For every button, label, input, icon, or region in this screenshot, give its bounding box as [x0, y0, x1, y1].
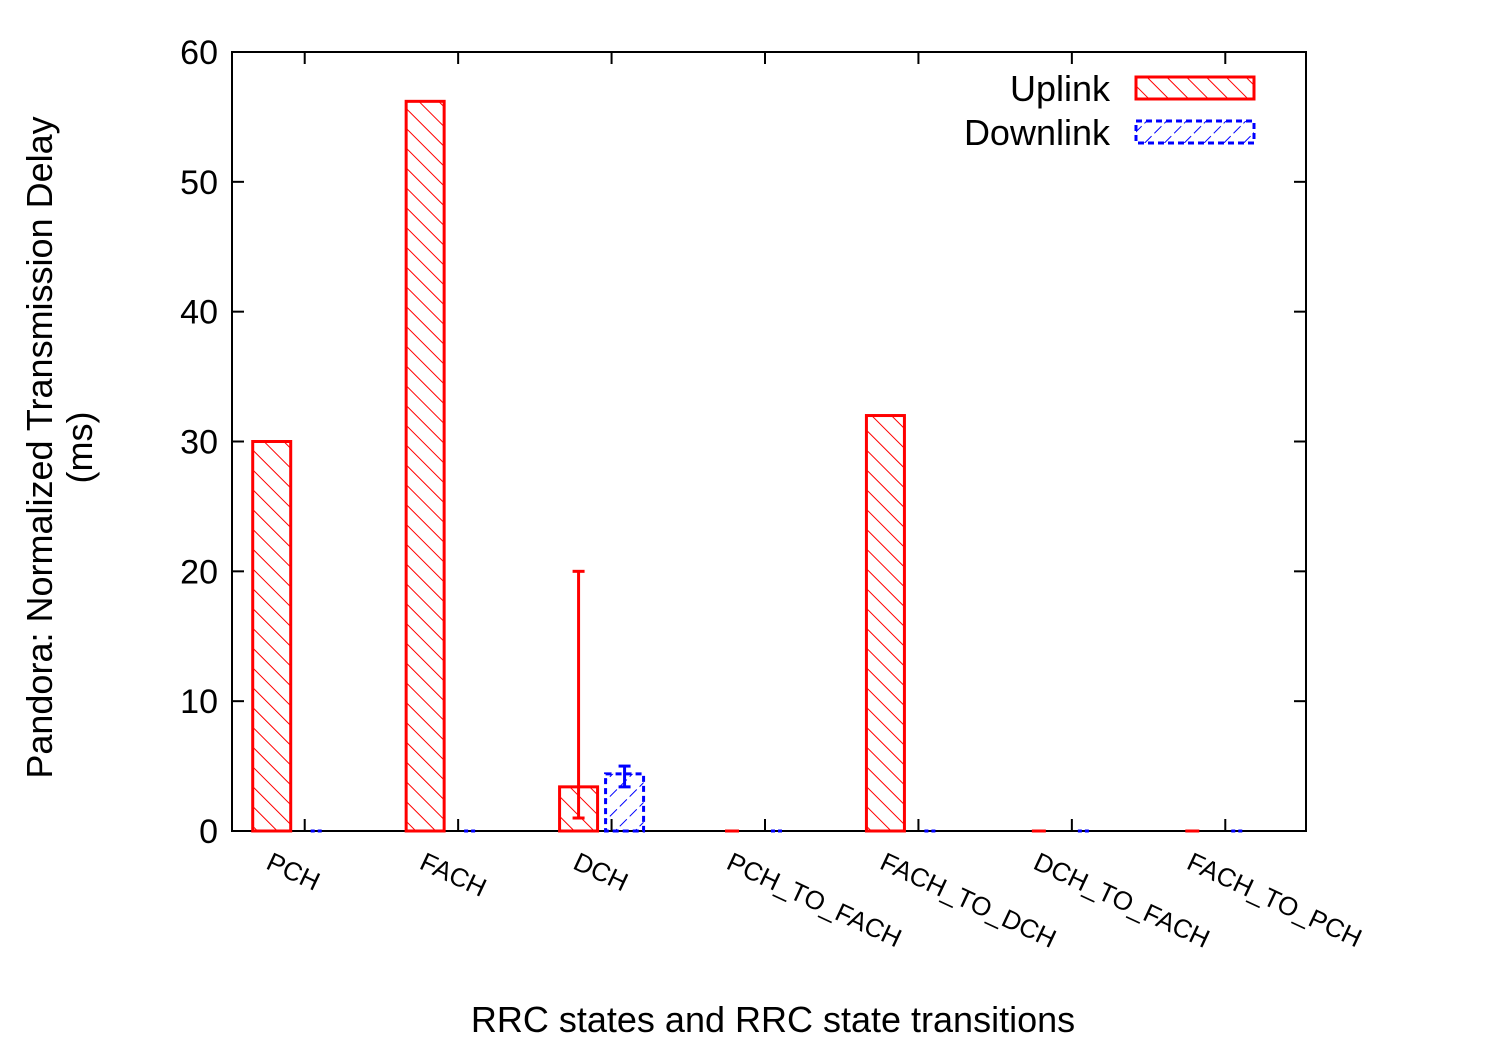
bar-uplink: [251, 440, 293, 833]
x-category-label: FACH_TO_PCH: [1183, 846, 1367, 953]
legend-swatch-uplink: [1134, 75, 1256, 101]
y-tick-label: 10: [180, 683, 218, 721]
x-category-label: FACH_TO_DCH: [876, 846, 1061, 954]
bar-uplink: [404, 99, 446, 833]
plot-frame: [231, 51, 1307, 832]
axes: [231, 51, 1307, 832]
y-axis-title-line: Pandora: Normalized Transmission Delay: [19, 116, 60, 778]
y-tick-label: 40: [180, 294, 218, 332]
y-axis-title: Pandora: Normalized Transmission Delay(m…: [19, 116, 100, 778]
y-tick-label: 50: [180, 164, 218, 202]
y-tick-label: 20: [180, 553, 218, 591]
bars: [251, 99, 1246, 833]
y-tick-label: 0: [199, 813, 218, 851]
x-category-label: DCH: [569, 846, 633, 897]
x-category-label: FACH: [416, 846, 492, 902]
legend-label-uplink: Uplink: [1010, 68, 1111, 109]
legend-label-downlink: Downlink: [964, 112, 1111, 153]
x-category-label: DCH_TO_FACH: [1029, 846, 1214, 954]
bar-uplink: [864, 414, 906, 833]
legend-swatch-downlink: [1134, 119, 1256, 145]
y-axis-title-line: (ms): [59, 412, 100, 484]
y-tick-label: 60: [180, 34, 218, 72]
x-category-label: PCH: [262, 846, 324, 896]
error-bars: [572, 569, 631, 820]
x-axis-title: RRC states and RRC state transitions: [471, 999, 1075, 1040]
y-tick-label: 30: [180, 424, 218, 462]
x-category-label: PCH_TO_FACH: [722, 846, 906, 953]
